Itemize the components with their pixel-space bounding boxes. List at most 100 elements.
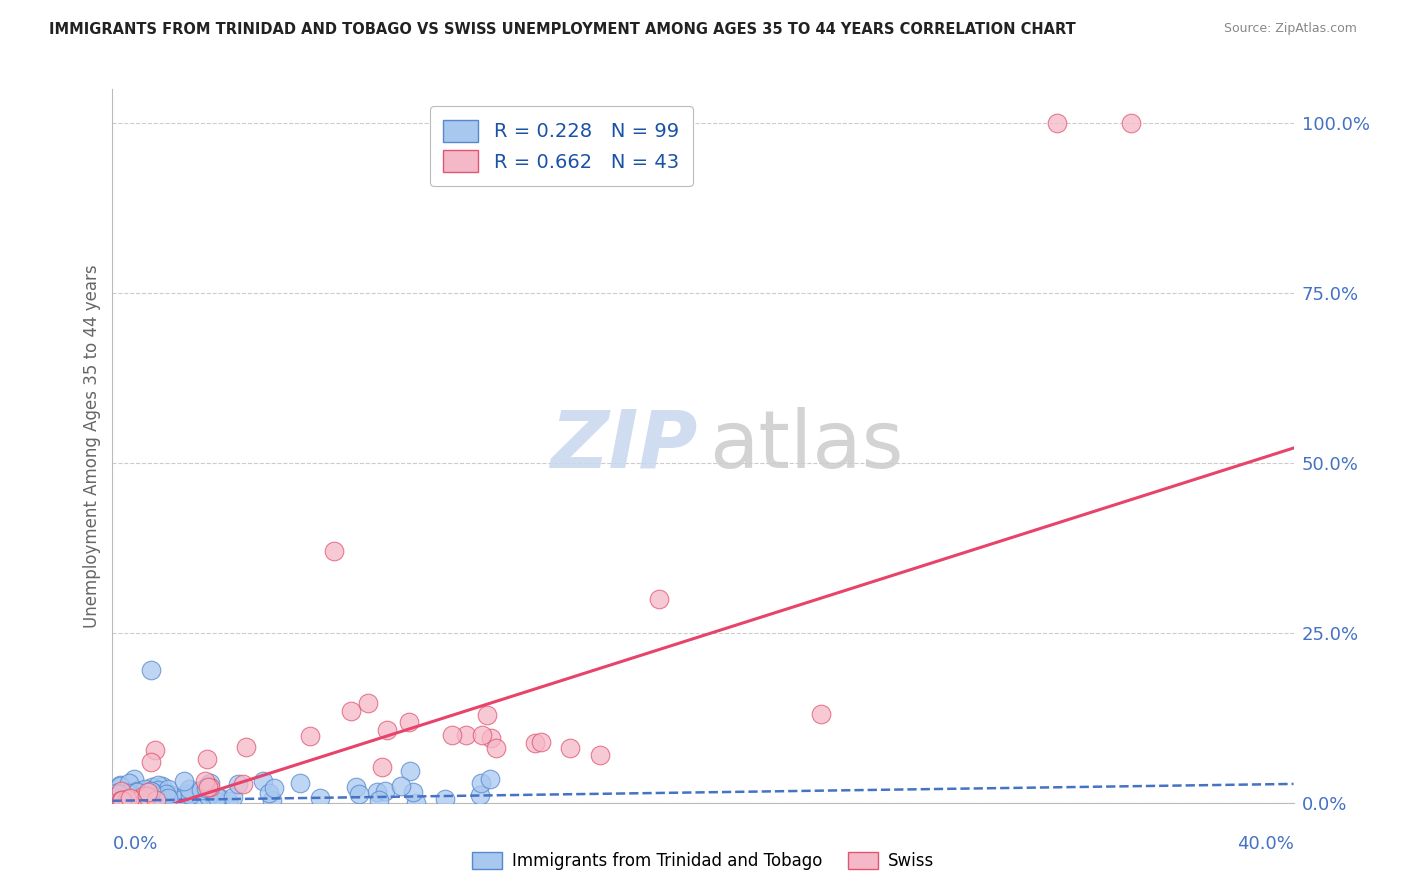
Point — [125, 784, 148, 798]
Point — [588, 748, 610, 763]
Point — [110, 794, 132, 808]
Point — [110, 783, 132, 797]
Point — [132, 791, 155, 805]
Point — [120, 785, 142, 799]
Legend: Immigrants from Trinidad and Tobago, Swiss: Immigrants from Trinidad and Tobago, Swi… — [465, 845, 941, 877]
Point — [205, 790, 228, 805]
Point — [141, 780, 163, 794]
Point — [197, 789, 219, 803]
Point — [146, 783, 169, 797]
Point — [108, 787, 131, 801]
Point — [173, 792, 195, 806]
Point — [523, 736, 546, 750]
Point — [117, 790, 139, 805]
Point — [194, 774, 217, 789]
Point — [339, 704, 361, 718]
Point — [399, 764, 422, 778]
Point — [405, 796, 427, 810]
Point — [132, 789, 155, 803]
Point — [232, 777, 254, 791]
Point — [146, 796, 169, 810]
Point — [127, 785, 149, 799]
Point — [470, 728, 494, 742]
Point — [131, 788, 153, 802]
Point — [235, 739, 257, 754]
Point — [454, 728, 477, 742]
Point — [129, 789, 152, 803]
Point — [127, 791, 149, 805]
Text: atlas: atlas — [709, 407, 903, 485]
Point — [1046, 116, 1069, 130]
Point — [200, 780, 222, 795]
Point — [197, 778, 219, 792]
Point — [122, 772, 145, 786]
Point — [366, 784, 388, 798]
Point — [128, 784, 150, 798]
Point — [208, 791, 231, 805]
Point — [134, 795, 156, 809]
Point — [308, 790, 330, 805]
Point — [1119, 116, 1142, 130]
Point — [120, 792, 142, 806]
Point — [157, 781, 180, 796]
Point — [120, 790, 142, 805]
Point — [299, 729, 322, 743]
Point — [114, 785, 136, 799]
Point — [108, 779, 131, 793]
Point — [145, 794, 167, 808]
Point — [122, 790, 145, 805]
Point — [252, 773, 274, 788]
Point — [124, 796, 146, 810]
Point — [398, 715, 420, 730]
Point — [344, 780, 367, 794]
Point — [103, 790, 125, 805]
Point — [135, 789, 157, 803]
Point — [368, 792, 391, 806]
Point — [145, 793, 167, 807]
Point — [155, 788, 177, 802]
Point — [110, 794, 132, 808]
Point — [122, 794, 145, 808]
Point — [375, 723, 398, 737]
Point — [108, 778, 131, 792]
Point — [105, 786, 128, 800]
Point — [485, 741, 508, 756]
Point — [115, 791, 138, 805]
Point — [141, 755, 163, 769]
Point — [134, 793, 156, 807]
Point — [197, 780, 219, 795]
Point — [558, 741, 582, 756]
Legend: R = 0.228   N = 99, R = 0.662   N = 43: R = 0.228 N = 99, R = 0.662 N = 43 — [430, 106, 693, 186]
Point — [157, 791, 180, 805]
Point — [177, 782, 200, 797]
Point — [139, 786, 162, 800]
Point — [217, 794, 239, 808]
Point — [434, 791, 457, 805]
Text: IMMIGRANTS FROM TRINIDAD AND TOBAGO VS SWISS UNEMPLOYMENT AMONG AGES 35 TO 44 YE: IMMIGRANTS FROM TRINIDAD AND TOBAGO VS S… — [49, 22, 1076, 37]
Point — [155, 787, 177, 801]
Point — [124, 787, 146, 801]
Point — [174, 787, 197, 801]
Point — [810, 707, 832, 722]
Point — [108, 789, 131, 804]
Point — [157, 787, 180, 801]
Point — [188, 789, 211, 803]
Point — [174, 793, 197, 807]
Point — [115, 796, 138, 810]
Point — [347, 788, 370, 802]
Point — [114, 795, 136, 809]
Point — [402, 785, 425, 799]
Point — [124, 792, 146, 806]
Point — [110, 786, 132, 800]
Point — [166, 793, 188, 807]
Point — [529, 734, 551, 748]
Point — [134, 782, 156, 797]
Point — [468, 788, 491, 802]
Point — [647, 591, 671, 606]
Point — [150, 779, 173, 793]
Point — [125, 794, 148, 808]
Point — [136, 788, 159, 802]
Point — [131, 783, 153, 797]
Point — [110, 793, 132, 807]
Point — [323, 544, 346, 558]
